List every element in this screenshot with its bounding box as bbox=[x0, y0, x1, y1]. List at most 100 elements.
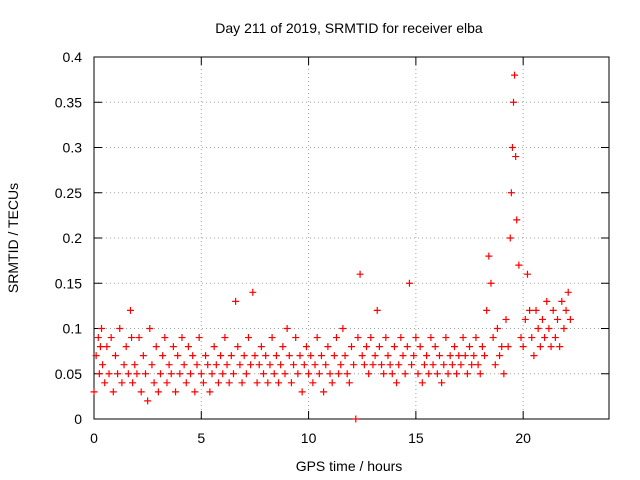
data-point bbox=[219, 370, 227, 378]
data-point bbox=[287, 379, 295, 387]
data-point bbox=[487, 279, 495, 287]
data-point bbox=[513, 216, 521, 224]
data-point bbox=[242, 370, 250, 378]
data-point bbox=[142, 370, 149, 378]
data-point bbox=[290, 361, 298, 369]
data-points bbox=[90, 71, 574, 423]
data-point bbox=[496, 352, 504, 360]
data-point bbox=[326, 370, 334, 378]
data-point bbox=[541, 334, 549, 342]
data-point bbox=[232, 297, 240, 305]
data-point bbox=[128, 334, 136, 342]
data-point bbox=[506, 234, 514, 242]
data-point bbox=[223, 361, 231, 369]
data-point bbox=[507, 189, 515, 197]
data-point bbox=[562, 306, 570, 314]
data-point bbox=[512, 153, 520, 161]
data-point bbox=[369, 361, 377, 369]
y-axis-ticks: 0 0.05 0.1 0.15 0.2 0.25 0.3 0.35 0.4 bbox=[55, 49, 609, 427]
data-point bbox=[191, 388, 199, 396]
data-point bbox=[199, 379, 207, 387]
data-point bbox=[538, 315, 546, 323]
data-point bbox=[363, 343, 371, 351]
data-point bbox=[172, 388, 180, 396]
data-point bbox=[315, 370, 323, 378]
data-point bbox=[180, 361, 188, 369]
data-point bbox=[438, 379, 446, 387]
data-point bbox=[137, 388, 145, 396]
data-point bbox=[116, 325, 124, 332]
data-point bbox=[532, 306, 540, 314]
data-point bbox=[227, 352, 235, 360]
y-tick-label: 0.2 bbox=[63, 230, 83, 246]
data-point bbox=[356, 270, 364, 278]
data-point bbox=[388, 370, 396, 378]
data-point bbox=[98, 325, 106, 332]
data-point bbox=[281, 370, 289, 378]
data-point bbox=[240, 352, 248, 360]
data-point bbox=[560, 325, 568, 332]
data-point bbox=[279, 343, 287, 351]
data-point bbox=[225, 379, 233, 387]
x-tick-label: 15 bbox=[408, 430, 424, 446]
data-point bbox=[118, 379, 126, 387]
data-point bbox=[380, 370, 388, 378]
chart-title: Day 211 of 2019, SRMTID for receiver elb… bbox=[215, 20, 483, 36]
data-point bbox=[556, 343, 564, 351]
data-point bbox=[395, 361, 403, 369]
data-point bbox=[502, 315, 510, 323]
data-point bbox=[111, 352, 119, 360]
data-point bbox=[489, 334, 497, 342]
data-point bbox=[245, 334, 252, 342]
data-point bbox=[405, 279, 413, 287]
data-point bbox=[234, 343, 242, 351]
data-point bbox=[444, 370, 452, 378]
data-point bbox=[481, 352, 489, 360]
data-point bbox=[448, 361, 456, 369]
data-point bbox=[176, 370, 184, 378]
data-point bbox=[566, 315, 574, 323]
data-point bbox=[305, 370, 313, 378]
data-point bbox=[551, 334, 559, 342]
data-point bbox=[101, 379, 109, 387]
data-point bbox=[193, 361, 201, 369]
data-point bbox=[187, 370, 195, 378]
data-point bbox=[485, 252, 493, 260]
data-point bbox=[429, 361, 437, 369]
data-point bbox=[317, 352, 325, 360]
data-point bbox=[144, 397, 152, 405]
data-point bbox=[238, 379, 246, 387]
y-tick-label: 0.35 bbox=[55, 94, 82, 110]
data-point bbox=[337, 361, 345, 369]
data-point bbox=[105, 370, 113, 378]
data-point bbox=[107, 334, 115, 342]
data-point bbox=[146, 325, 154, 332]
data-point bbox=[335, 370, 343, 378]
data-point bbox=[311, 361, 319, 369]
data-point bbox=[313, 334, 321, 342]
data-point bbox=[564, 288, 572, 296]
data-point bbox=[324, 343, 332, 351]
data-point bbox=[251, 352, 259, 360]
data-point bbox=[526, 306, 534, 314]
data-point bbox=[545, 325, 553, 332]
data-point bbox=[124, 370, 132, 378]
data-point bbox=[375, 343, 383, 351]
data-point bbox=[343, 370, 351, 378]
data-point bbox=[169, 343, 177, 351]
data-point bbox=[133, 370, 141, 378]
data-point bbox=[442, 334, 450, 342]
data-point bbox=[468, 361, 476, 369]
data-point bbox=[378, 361, 386, 369]
data-point bbox=[212, 361, 220, 369]
data-point bbox=[500, 370, 508, 378]
data-point bbox=[103, 343, 111, 351]
data-point bbox=[360, 361, 368, 369]
data-point bbox=[547, 343, 555, 351]
data-point bbox=[122, 343, 130, 351]
data-point bbox=[270, 370, 278, 378]
data-point bbox=[300, 361, 308, 369]
data-point bbox=[412, 334, 420, 342]
data-point bbox=[247, 361, 255, 369]
data-point bbox=[453, 370, 461, 378]
